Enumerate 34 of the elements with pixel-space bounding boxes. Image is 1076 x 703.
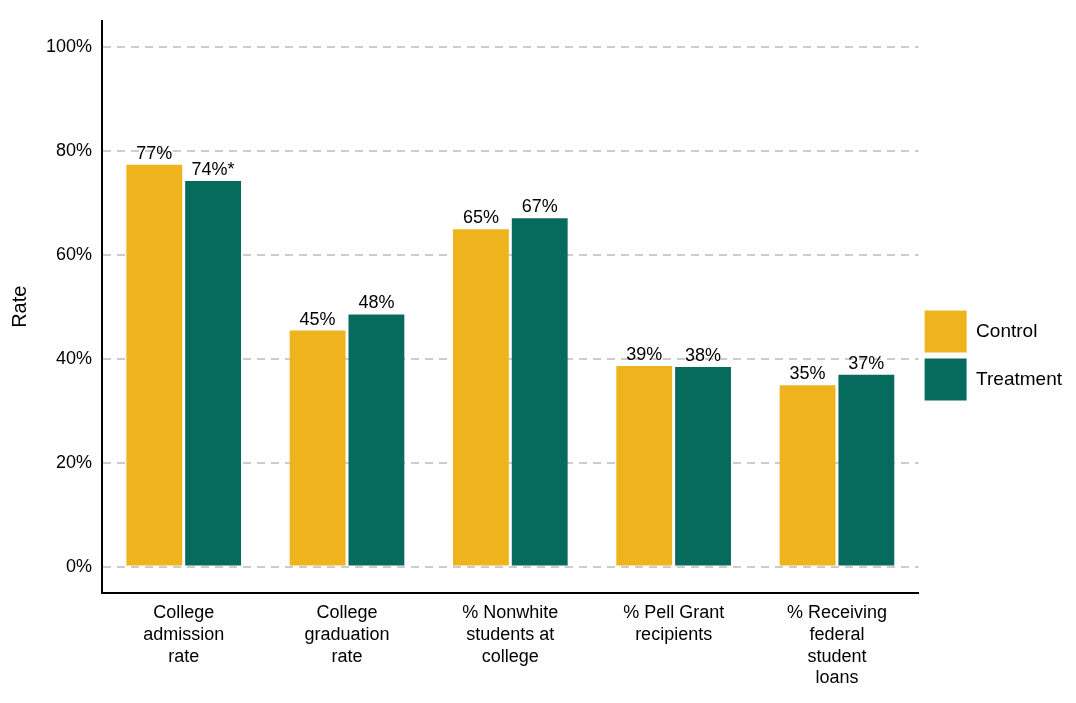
data-label: 77% bbox=[136, 142, 173, 163]
bar bbox=[616, 365, 673, 566]
bar bbox=[289, 330, 346, 566]
x-tick-label: % Receiving federal student loans bbox=[786, 602, 887, 688]
data-label: 37% bbox=[848, 352, 885, 373]
legend-label: Control bbox=[976, 319, 1038, 341]
bar bbox=[126, 164, 183, 566]
data-label: 74%* bbox=[191, 158, 235, 179]
x-tick-label: College graduation rate bbox=[304, 602, 390, 666]
bar bbox=[185, 180, 242, 566]
bar bbox=[675, 367, 731, 566]
bar bbox=[779, 385, 836, 566]
bar bbox=[348, 314, 405, 566]
data-label: 35% bbox=[789, 363, 826, 384]
data-label: 48% bbox=[358, 292, 395, 313]
x-tick-label: % Pell Grant recipients bbox=[623, 602, 725, 644]
x-tick-label: % Nonwhite students at college bbox=[462, 602, 559, 666]
y-tick-label: 20% bbox=[56, 451, 93, 472]
data-label: 38% bbox=[685, 344, 722, 365]
y-tick-label: 80% bbox=[56, 139, 93, 160]
y-tick-label: 0% bbox=[66, 555, 93, 576]
y-tick-label: 60% bbox=[56, 243, 93, 264]
data-label: 45% bbox=[299, 308, 336, 329]
legend-label: Treatment bbox=[976, 367, 1063, 389]
data-label: 39% bbox=[626, 343, 663, 364]
bar bbox=[453, 229, 509, 566]
x-tick-label: College admission rate bbox=[143, 602, 225, 666]
y-tick-label: 100% bbox=[45, 35, 93, 56]
bar bbox=[511, 218, 568, 566]
bar bbox=[838, 374, 895, 566]
data-label: 65% bbox=[462, 207, 499, 228]
data-label: 67% bbox=[521, 196, 558, 217]
y-axis-title: Rate bbox=[7, 285, 30, 328]
y-tick-label: 40% bbox=[56, 347, 93, 368]
